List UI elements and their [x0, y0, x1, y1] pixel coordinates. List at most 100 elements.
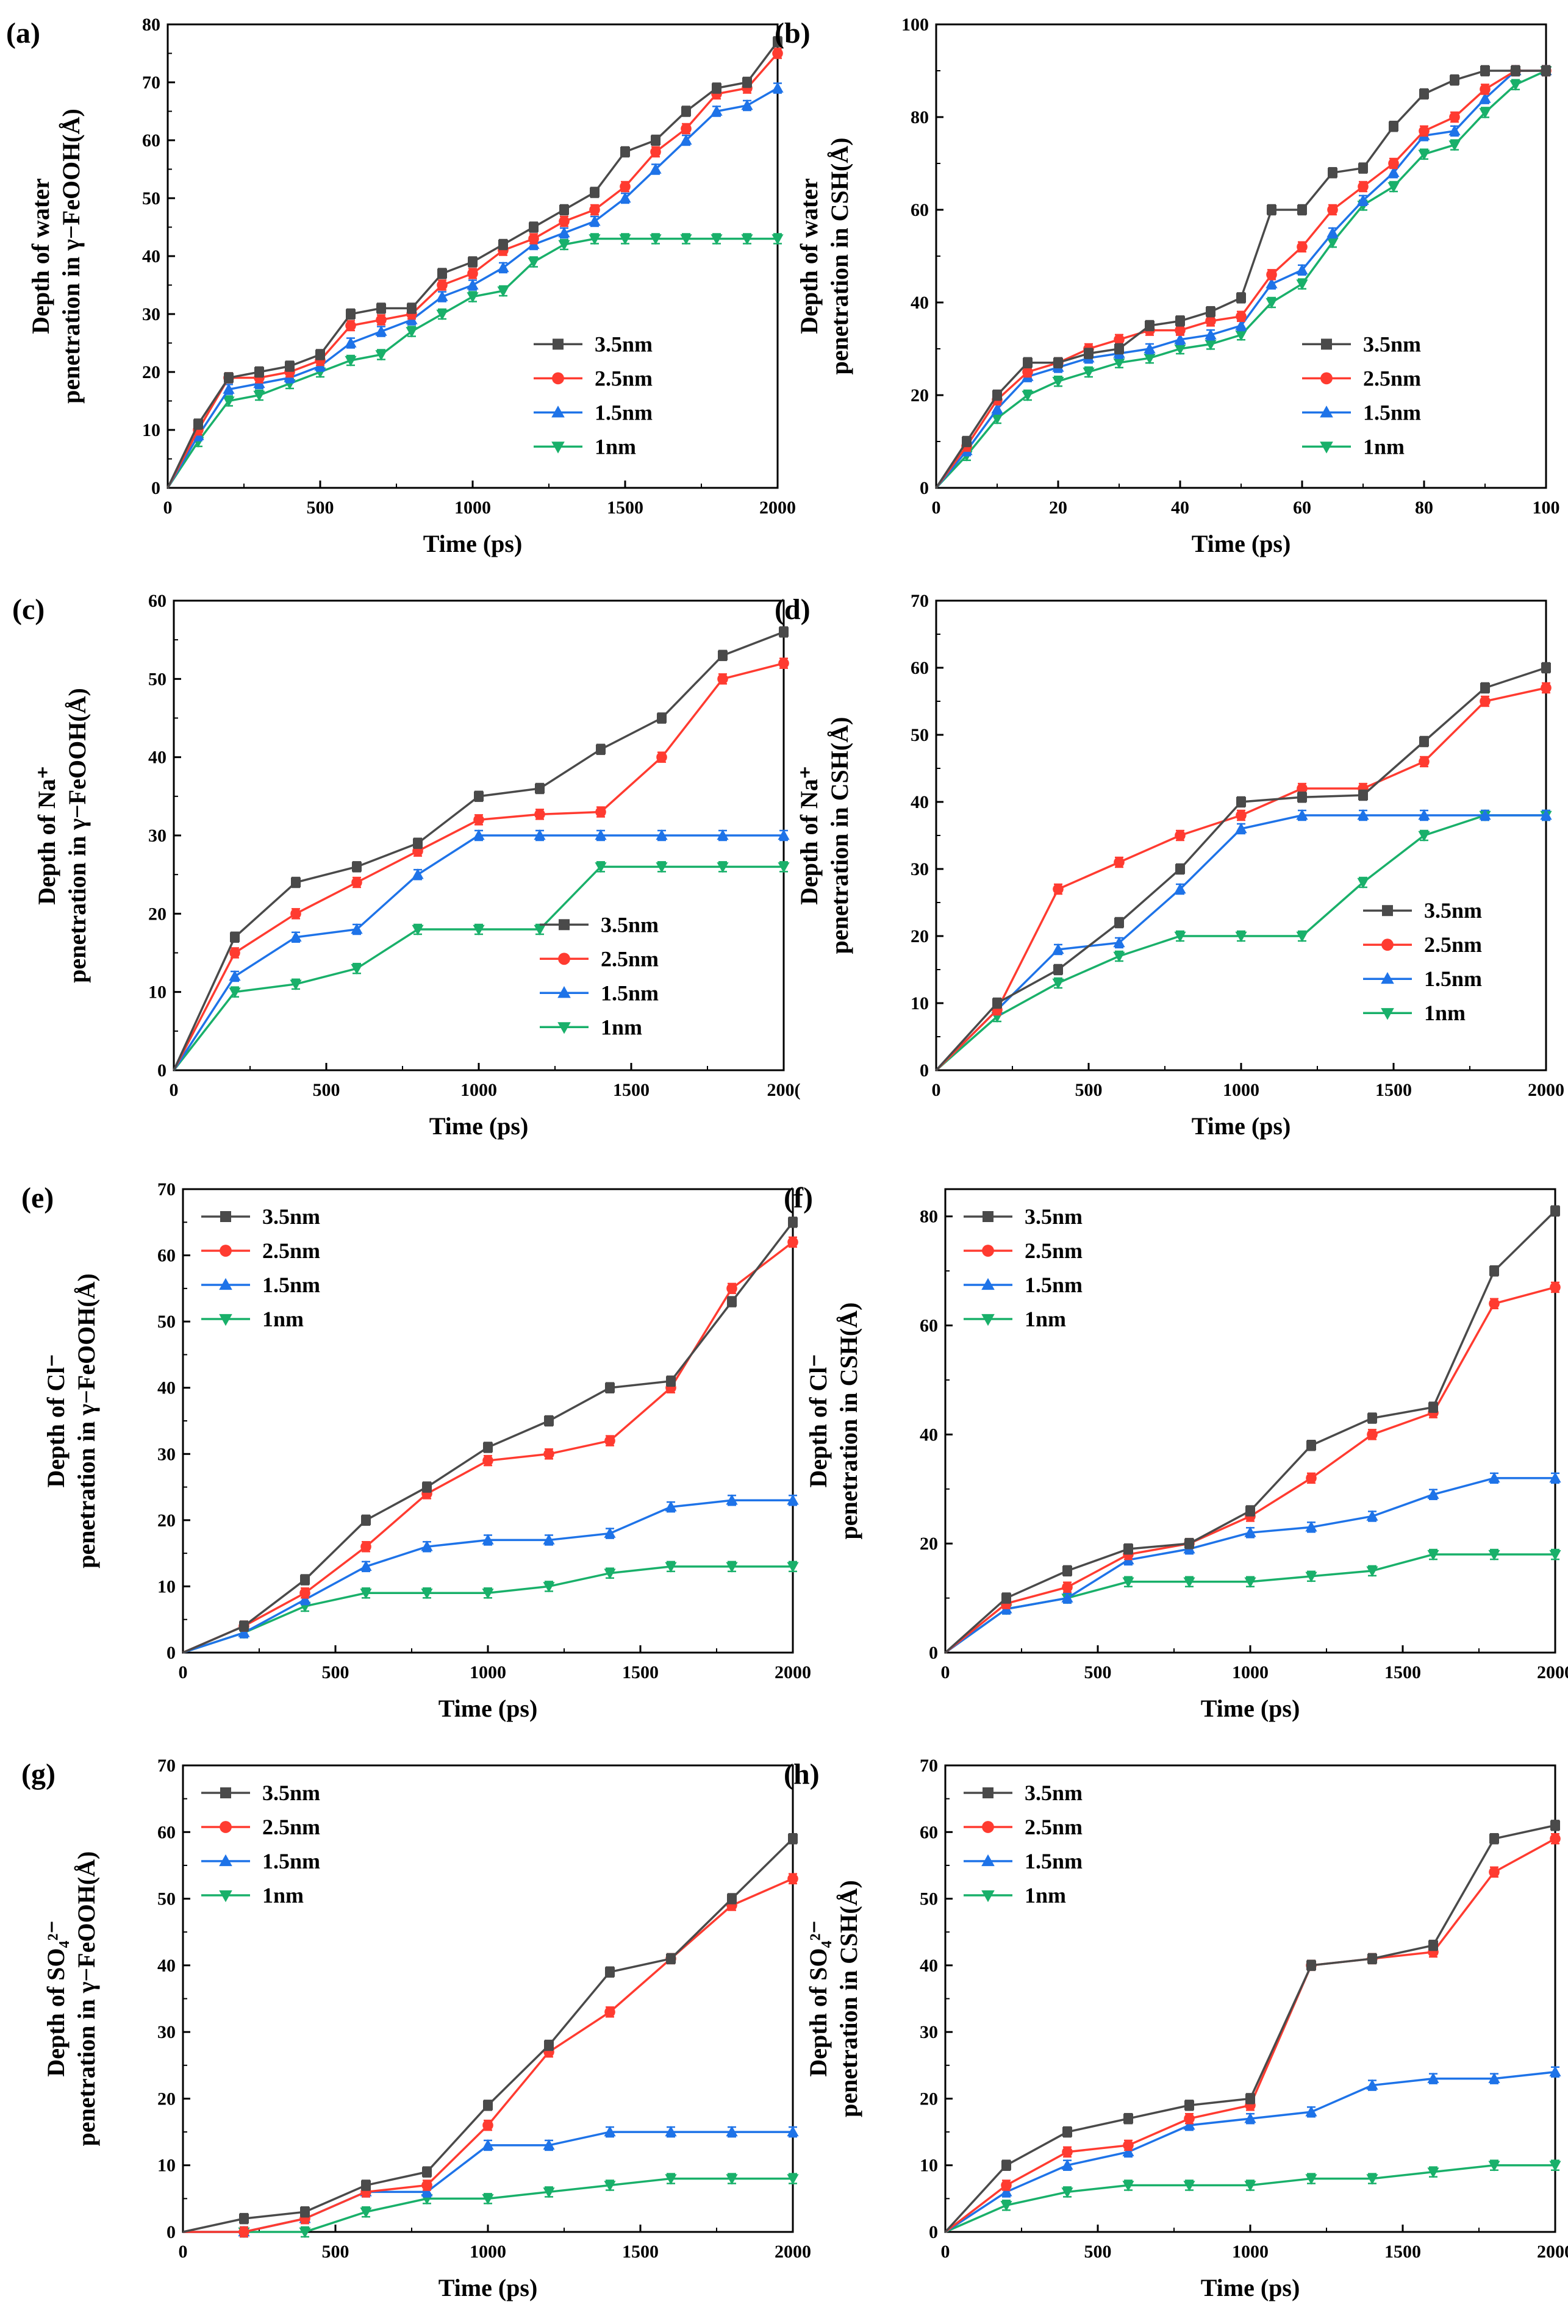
data-point	[1236, 311, 1247, 322]
y-tick-label: 40	[142, 246, 160, 266]
data-point	[589, 234, 601, 245]
data-point	[595, 829, 607, 840]
data-point	[482, 1534, 494, 1545]
x-tick-label: 1000	[460, 1080, 497, 1100]
legend: 3.5nm 2.5nm 1.5nm 1nm	[964, 1781, 1083, 1907]
data-point	[1488, 2072, 1500, 2083]
series-1.5nm	[182, 1494, 799, 1654]
y-tick-label: 30	[148, 826, 166, 846]
y-axis-label-line2: penetration in γ−FeOOH(Å)	[63, 688, 91, 983]
data-point	[1245, 2093, 1255, 2104]
data-point	[1244, 2181, 1256, 2192]
data-point	[421, 1589, 433, 1600]
data-point	[1206, 307, 1215, 317]
data-point	[1358, 163, 1368, 173]
legend-label: 1nm	[262, 1883, 304, 1907]
y-tick-label: 70	[920, 1756, 938, 1776]
legend-label: 1nm	[601, 1015, 642, 1039]
data-point	[1509, 80, 1522, 91]
x-tick-label: 0	[179, 2242, 188, 2262]
data-point	[412, 868, 424, 879]
x-tick-label: 500	[307, 498, 334, 518]
data-point	[291, 878, 301, 887]
legend-marker	[558, 953, 570, 965]
data-point	[787, 1562, 799, 1573]
series-1.5nm	[945, 2065, 1561, 2233]
data-point	[1428, 1402, 1438, 1412]
legend-label: 3.5nm	[1363, 332, 1421, 356]
plot-frame	[935, 23, 1547, 489]
x-tick-label: 0	[179, 1662, 188, 1682]
data-point	[1305, 2106, 1317, 2117]
y-axis-label-line2: penetration in γ−FeOOH(Å)	[73, 1851, 100, 2147]
legend-label: 3.5nm	[1424, 898, 1482, 923]
data-point	[787, 2126, 799, 2137]
data-point	[1450, 75, 1459, 85]
data-point	[726, 1562, 738, 1573]
data-point	[223, 396, 235, 407]
data-point	[1306, 1440, 1316, 1451]
legend-marker	[557, 986, 571, 998]
data-point	[1265, 277, 1278, 288]
data-point	[1489, 1834, 1499, 1844]
y-tick-label: 50	[148, 669, 166, 689]
legend-marker	[1320, 372, 1333, 385]
y-tick-label: 80	[142, 15, 160, 35]
x-axis-label: Time (ps)	[429, 1112, 529, 1140]
data-point	[1174, 883, 1186, 894]
x-tick-label: 500	[1084, 2242, 1112, 2262]
x-tick-label: 500	[322, 1662, 349, 1682]
data-point	[543, 2139, 555, 2150]
series-line	[945, 2164, 1555, 2233]
y-tick-label: 20	[157, 2089, 176, 2109]
y-axis-label-line1: Depth of Na⁺	[33, 766, 60, 905]
data-point	[787, 1494, 799, 1505]
data-point	[620, 147, 630, 157]
legend-label: 3.5nm	[262, 1781, 320, 1805]
data-point	[1388, 158, 1399, 169]
data-point	[1123, 2114, 1133, 2124]
data-point	[1022, 390, 1034, 401]
data-point	[1419, 756, 1430, 767]
data-point	[589, 204, 600, 215]
legend-marker	[1320, 406, 1333, 418]
y-tick-label: 40	[911, 792, 929, 812]
series-3.5nm	[935, 662, 1551, 1071]
series-2.5nm	[173, 657, 789, 1071]
legend-marker	[983, 1787, 993, 1798]
x-tick-label: 2000	[1537, 1662, 1568, 1682]
legend-marker	[219, 1278, 232, 1290]
data-point	[651, 135, 660, 145]
y-tick-label: 40	[148, 748, 166, 768]
y-tick-label: 0	[157, 1060, 166, 1081]
data-point	[1236, 810, 1247, 821]
panel-a: 0 500 1000 1500 2000 0 10 20 30 40 50 60 70 80 Time (p…	[6, 15, 796, 557]
y-tick-label: 60	[911, 200, 929, 220]
data-point	[1175, 830, 1186, 841]
data-point	[650, 146, 661, 157]
x-tick-label: 100	[1533, 498, 1560, 518]
series-1nm	[935, 65, 1552, 489]
y-axis-label-line1: Depth of Cl⁻	[804, 1354, 832, 1488]
data-point	[727, 1893, 737, 1904]
series-1.5nm	[183, 2126, 799, 2238]
y-tick-label: 80	[911, 107, 929, 127]
x-tick-label: 500	[1075, 1080, 1103, 1100]
data-point	[1062, 1565, 1072, 1576]
data-point	[421, 1540, 433, 1551]
x-tick-label: 2000	[775, 2242, 811, 2262]
panel-c: 0 500 1000 1500 200(0 10 20 30 40 50 60 Time (ps) De…	[12, 591, 801, 1140]
legend-marker	[981, 1854, 995, 1867]
data-point	[285, 361, 295, 371]
panel-e: 0 500 1000 1500 2000 0 10 20 30 40 50 60 70 Time (ps)…	[21, 1179, 811, 1722]
data-point	[788, 1834, 798, 1844]
data-point	[605, 1382, 615, 1393]
legend-label: 1.5nm	[262, 1273, 320, 1297]
legend-label: 3.5nm	[1025, 1204, 1083, 1229]
y-axis-label-line2: penetration in CSH(Å)	[835, 1880, 862, 2117]
data-point	[360, 1560, 372, 1571]
data-point	[230, 932, 240, 942]
data-point	[787, 2174, 799, 2185]
data-point	[1296, 279, 1308, 290]
legend-label: 3.5nm	[1025, 1781, 1083, 1805]
